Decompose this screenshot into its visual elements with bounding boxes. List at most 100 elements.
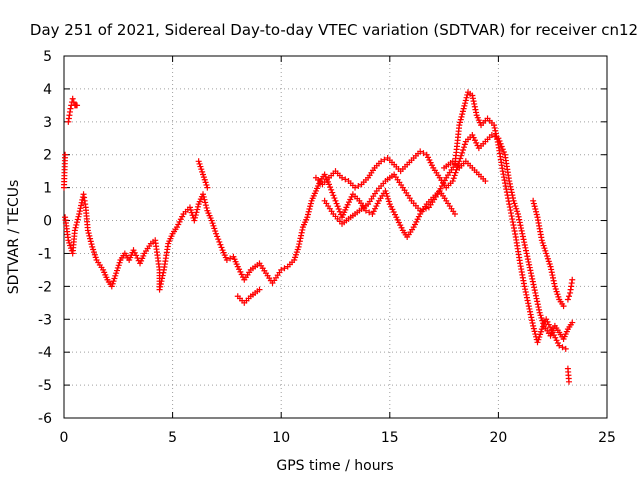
data-point <box>426 156 433 163</box>
x-tick-label: 25 <box>598 430 616 446</box>
data-point <box>493 133 500 140</box>
data-point <box>526 264 533 271</box>
data-point <box>335 206 342 213</box>
series-segment-b <box>65 95 576 343</box>
data-point <box>550 277 557 284</box>
x-axis-label: GPS time / hours <box>276 458 393 474</box>
data-point <box>299 226 306 233</box>
data-point <box>523 291 530 298</box>
data-point <box>325 181 332 188</box>
data-point <box>291 257 298 264</box>
data-point <box>157 281 164 288</box>
data-point <box>212 228 219 235</box>
data-point <box>201 176 208 183</box>
data-point <box>187 207 194 214</box>
data-point <box>355 182 362 189</box>
data-point <box>544 318 551 325</box>
data-point <box>193 209 200 216</box>
data-point <box>70 99 77 106</box>
data-point <box>531 328 538 335</box>
data-point <box>554 291 561 298</box>
data-point <box>514 208 521 215</box>
y-tick-label: -5 <box>38 378 52 394</box>
data-point <box>469 131 476 138</box>
data-point <box>389 206 396 213</box>
data-point <box>536 309 543 316</box>
data-point <box>256 286 263 293</box>
data-point <box>333 200 340 207</box>
data-point <box>177 216 184 223</box>
data-point <box>85 230 92 237</box>
data-point <box>515 213 522 220</box>
data-point <box>158 278 165 285</box>
data-point <box>113 267 120 274</box>
data-point <box>305 208 312 215</box>
data-point <box>234 263 241 270</box>
data-point <box>298 229 305 236</box>
data-point <box>370 208 377 215</box>
data-point <box>411 221 418 228</box>
data-point <box>131 249 138 256</box>
data-point <box>65 237 72 244</box>
data-point <box>551 283 558 290</box>
data-point <box>469 92 476 99</box>
data-point <box>394 216 401 223</box>
data-point <box>527 308 534 315</box>
data-point <box>329 189 336 196</box>
data-point <box>529 320 536 327</box>
data-point <box>498 143 505 150</box>
data-point <box>72 224 79 231</box>
chart-title: Day 251 of 2021, Sidereal Day-to-day VTE… <box>30 21 638 39</box>
data-point <box>512 203 519 210</box>
data-point <box>74 102 81 109</box>
x-tick-label: 0 <box>60 430 69 446</box>
data-point <box>112 272 119 279</box>
data-point <box>343 204 350 211</box>
data-point <box>330 192 337 199</box>
grid <box>64 56 607 418</box>
data-point <box>559 344 566 351</box>
y-tick-label: 1 <box>43 181 52 197</box>
data-points <box>61 89 576 385</box>
data-point <box>532 289 539 296</box>
y-tick-label: 2 <box>43 148 52 164</box>
data-point <box>521 239 528 246</box>
data-point <box>90 249 97 256</box>
data-point <box>533 211 540 218</box>
data-point <box>539 239 546 246</box>
data-point <box>113 270 120 277</box>
data-point <box>200 193 207 200</box>
data-point <box>186 204 193 211</box>
data-point <box>541 245 548 252</box>
data-point <box>306 206 313 213</box>
data-point <box>536 306 543 313</box>
data-point <box>499 146 506 153</box>
data-point <box>202 199 209 206</box>
data-point <box>469 95 476 102</box>
data-point <box>345 199 352 206</box>
series-segment-a <box>61 151 458 293</box>
data-point <box>526 305 533 312</box>
data-point <box>366 209 373 216</box>
data-point <box>462 97 469 104</box>
data-point <box>237 268 244 275</box>
data-point <box>522 286 529 293</box>
data-point <box>423 151 430 158</box>
data-point <box>200 174 207 181</box>
data-point <box>395 219 402 226</box>
data-point <box>392 211 399 218</box>
data-point <box>523 294 530 301</box>
data-point <box>537 312 544 319</box>
data-point <box>173 224 180 231</box>
data-point <box>194 203 201 210</box>
data-point <box>201 196 208 203</box>
data-point <box>199 168 206 175</box>
data-point <box>66 239 73 246</box>
data-point <box>179 213 186 220</box>
data-point <box>519 233 526 240</box>
data-point <box>76 208 83 215</box>
data-point <box>555 293 562 300</box>
data-point <box>214 233 221 240</box>
data-point <box>553 337 560 344</box>
data-point <box>459 149 466 156</box>
